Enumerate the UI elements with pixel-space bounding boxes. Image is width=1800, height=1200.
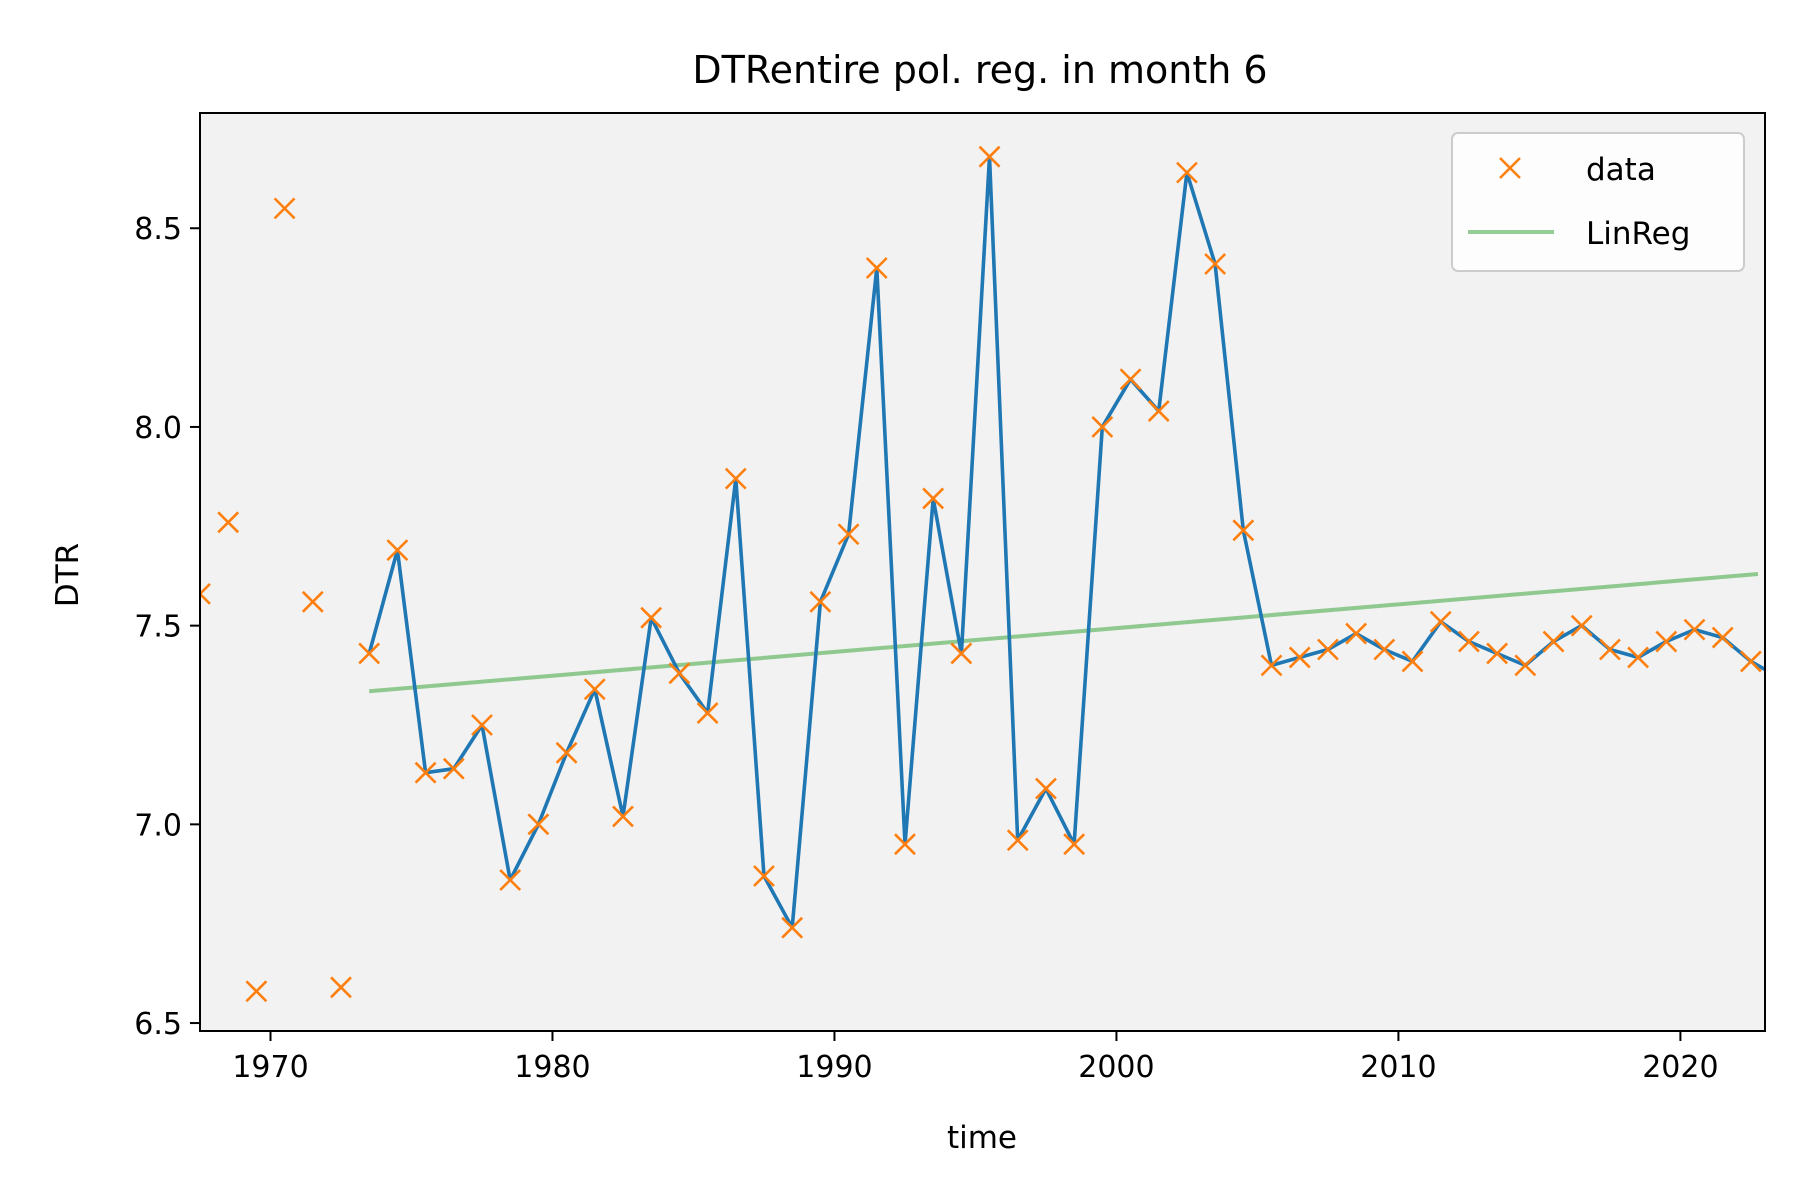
series-linreg-line — [369, 572, 1759, 694]
data-point-marker — [1401, 650, 1424, 673]
data-point-marker — [1147, 400, 1170, 422]
y-tick-label: 8.0 — [134, 411, 182, 446]
linreg-layer — [369, 572, 1759, 694]
data-point-marker — [1063, 833, 1086, 856]
data-point-marker — [950, 642, 973, 665]
legend-label-data: data — [1586, 152, 1656, 188]
data-point-marker — [894, 833, 916, 856]
data-point-marker — [1119, 368, 1142, 391]
data-point-marker — [583, 678, 606, 701]
data-point-marker — [781, 916, 804, 939]
legend-marker-data — [1499, 157, 1521, 179]
data-point-marker — [1091, 416, 1114, 438]
x-tick-label: 1980 — [514, 1050, 590, 1085]
marker-layer — [200, 145, 1762, 1003]
data-point-marker — [442, 757, 465, 780]
data-point-marker — [386, 539, 409, 562]
x-axis-label: time — [947, 1120, 1017, 1156]
y-tick-label: 7.5 — [134, 610, 182, 645]
chart-title: DTRentire pol. reg. in month 6 — [692, 48, 1267, 92]
data-point-marker — [865, 257, 888, 279]
data-point-marker — [1486, 642, 1509, 665]
legend-label-linreg: LinReg — [1586, 216, 1690, 252]
y-axis: 6.5 7.0 7.5 8.0 8.5 — [134, 212, 200, 1042]
x-tick-label: 2010 — [1360, 1050, 1436, 1085]
data-point-marker — [555, 741, 578, 764]
data-point-marker — [724, 467, 747, 490]
plot-frame — [199, 112, 1766, 1032]
y-axis-label: DTR — [50, 543, 86, 607]
data-point-marker — [330, 976, 352, 999]
data-point-marker — [273, 197, 296, 220]
data-point-marker — [414, 761, 437, 784]
data-point-marker — [1627, 646, 1650, 669]
data-point-marker — [499, 869, 522, 891]
data-point-marker — [217, 511, 240, 534]
data-point-marker — [471, 714, 493, 736]
data-point-marker — [1317, 638, 1339, 661]
data-point-marker — [1739, 650, 1762, 673]
data-point-marker — [1570, 614, 1593, 637]
data-point-marker — [1204, 253, 1227, 275]
data-point-marker — [1288, 646, 1311, 669]
legend: data LinReg — [1451, 132, 1745, 272]
y-tick-label: 8.5 — [134, 212, 182, 247]
data-point-marker — [200, 582, 211, 605]
y-tick-label: 7.0 — [134, 808, 182, 843]
data-point-marker — [301, 590, 324, 613]
data-point-marker — [245, 980, 268, 1003]
data-point-marker — [527, 813, 550, 836]
x-tick-label: 2020 — [1642, 1050, 1718, 1085]
data-point-marker — [809, 590, 832, 613]
x-tick-label: 2000 — [1078, 1050, 1154, 1085]
x-axis: 1970 1980 1990 2000 2010 2020 — [232, 1031, 1719, 1085]
legend-box — [1451, 132, 1745, 272]
data-point-marker — [1655, 630, 1678, 653]
data-point-marker — [358, 642, 381, 665]
data-point-marker — [1035, 777, 1057, 800]
data-point-marker — [1542, 630, 1565, 653]
data-point-marker — [1711, 626, 1734, 649]
x-tick-label: 1970 — [232, 1050, 308, 1085]
data-point-marker — [1176, 161, 1198, 184]
data-point-marker — [753, 865, 775, 887]
y-tick-label: 6.5 — [134, 1007, 182, 1042]
data-point-marker — [1260, 654, 1283, 677]
data-point-marker — [1373, 638, 1396, 661]
x-tick-label: 1990 — [796, 1050, 872, 1085]
data-point-marker — [1006, 829, 1029, 852]
data-point-marker — [668, 662, 691, 685]
data-point-marker — [696, 702, 719, 724]
data-point-marker — [1429, 610, 1452, 633]
data-point-marker — [1345, 622, 1368, 645]
data-point-marker — [978, 145, 1001, 168]
data-point-marker — [1598, 638, 1621, 661]
data-point-marker — [640, 606, 663, 629]
data-point-marker — [837, 523, 860, 546]
data-point-marker — [922, 487, 945, 510]
data-point-marker — [1457, 630, 1480, 653]
data-point-marker — [1232, 519, 1255, 542]
data-point-marker — [612, 805, 634, 828]
data-point-marker — [1683, 618, 1706, 641]
data-point-marker — [1514, 654, 1537, 677]
